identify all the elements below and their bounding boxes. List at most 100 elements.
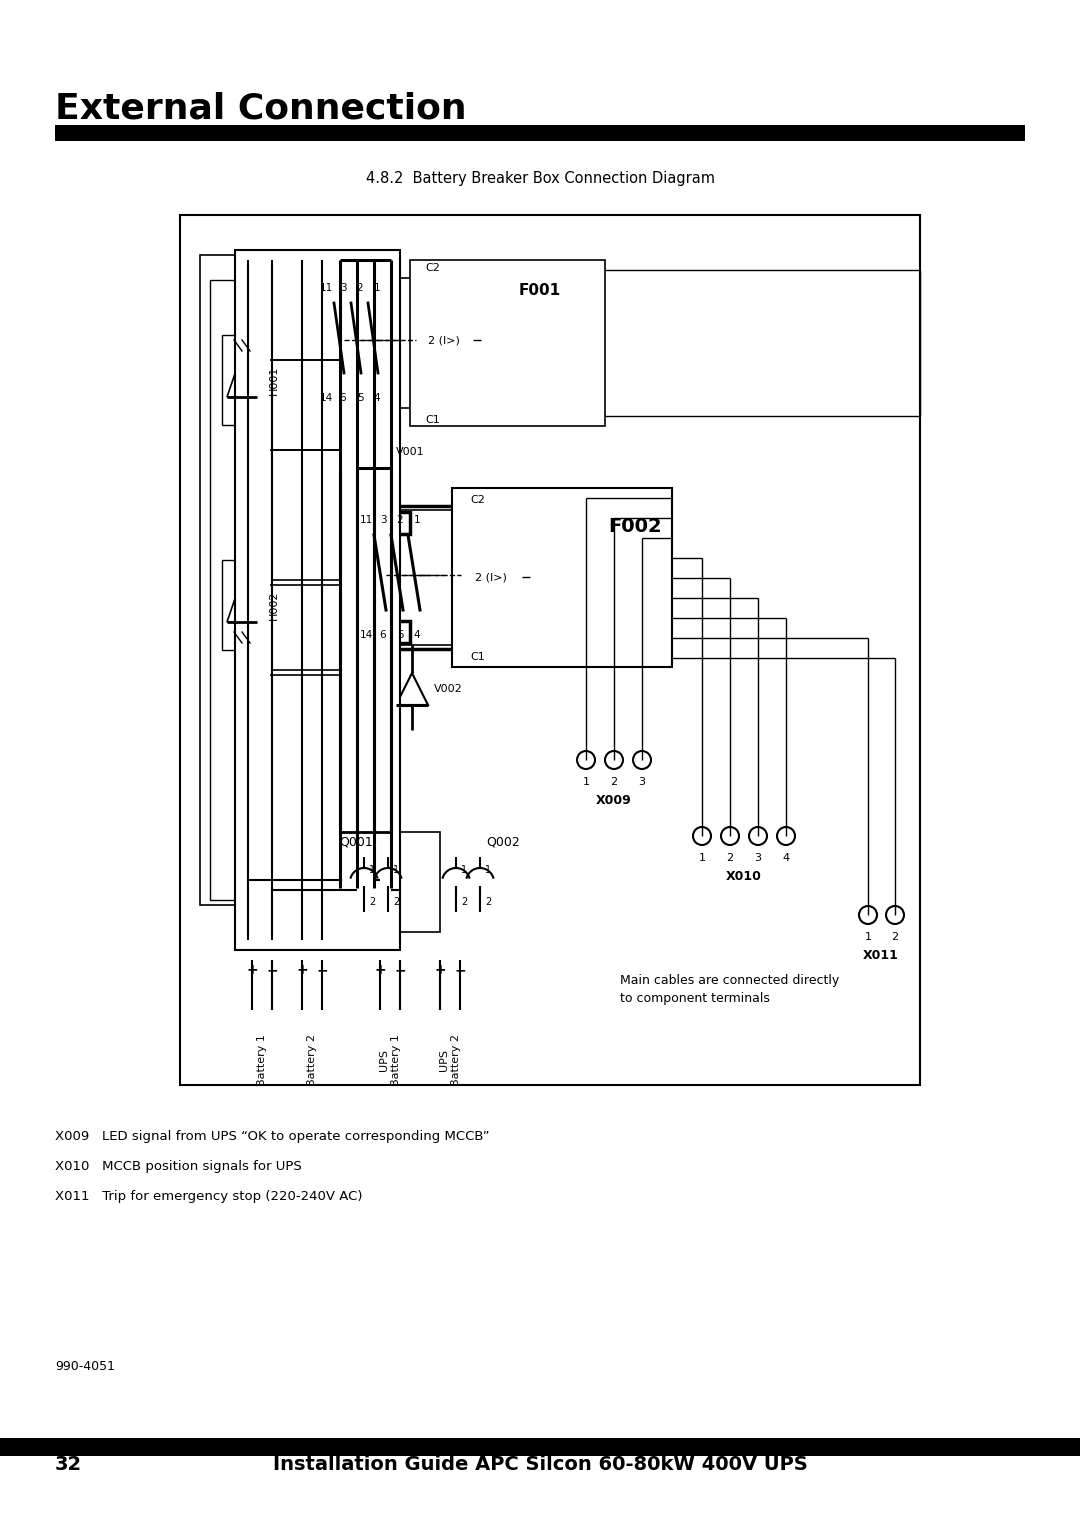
Text: 1: 1 [485, 865, 491, 876]
Bar [210, 280, 270, 900]
Text: UPS
Battery 1: UPS Battery 1 [379, 1034, 401, 1086]
Text: X010: X010 [726, 869, 761, 883]
Text: H001: H001 [269, 365, 279, 394]
Text: 1: 1 [582, 778, 590, 787]
Text: 11: 11 [360, 515, 373, 526]
Text: 3: 3 [340, 283, 347, 293]
Text: C1: C1 [470, 652, 485, 662]
Text: 6: 6 [340, 393, 347, 403]
Text: X011: X011 [863, 949, 899, 961]
Text: +: + [296, 963, 308, 976]
Text: External Connection: External Connection [55, 92, 467, 125]
Text: X011   Trip for emergency stop (220-240V AC): X011 Trip for emergency stop (220-240V A… [55, 1190, 363, 1203]
Text: +: + [434, 963, 446, 976]
Text: 5: 5 [396, 630, 403, 640]
Text: C2: C2 [426, 263, 440, 274]
Text: 2 (I>): 2 (I>) [428, 335, 460, 345]
Text: 11: 11 [320, 283, 333, 293]
Text: 2: 2 [393, 897, 400, 908]
Text: 1: 1 [414, 515, 420, 526]
Bar [352, 280, 370, 303]
Bar [352, 506, 600, 649]
Text: 1: 1 [461, 865, 467, 876]
Text: 1: 1 [369, 865, 375, 876]
Bar [180, 215, 920, 1085]
Text: 2: 2 [891, 932, 899, 941]
Text: −: − [316, 963, 328, 976]
Text: UPS
Battery 2: UPS Battery 2 [440, 1034, 461, 1086]
Text: X009: X009 [596, 793, 632, 807]
Circle shape [750, 827, 767, 845]
Text: Installation Guide APC Silcon 60-80kW 400V UPS: Installation Guide APC Silcon 60-80kW 40… [272, 1456, 808, 1475]
Bar [352, 384, 370, 406]
Circle shape [859, 906, 877, 924]
Text: Q002: Q002 [486, 836, 519, 848]
Text: 2: 2 [369, 897, 375, 908]
Text: H002: H002 [269, 590, 279, 620]
Circle shape [633, 750, 651, 769]
Text: Main cables are connected directly: Main cables are connected directly [620, 973, 839, 987]
Circle shape [605, 750, 623, 769]
Text: 6: 6 [380, 630, 387, 640]
Bar [235, 251, 400, 950]
Text: 4: 4 [374, 393, 380, 403]
Text: X009   LED signal from UPS “OK to operate corresponding MCCB”: X009 LED signal from UPS “OK to operate … [55, 1131, 489, 1143]
Text: Battery 1: Battery 1 [257, 1034, 267, 1086]
Text: 2: 2 [356, 283, 363, 293]
Text: 4: 4 [782, 853, 789, 863]
Text: to component terminals: to component terminals [620, 992, 770, 1004]
Bar [356, 510, 596, 645]
Text: 1: 1 [864, 932, 872, 941]
Text: C1: C1 [426, 416, 440, 425]
Bar [415, 325, 473, 354]
Text: V002: V002 [434, 685, 462, 694]
Text: C2: C2 [470, 495, 485, 504]
Bar [222, 559, 262, 649]
Text: 2: 2 [461, 897, 468, 908]
Text: 1: 1 [699, 853, 705, 863]
Text: 32: 32 [55, 1456, 82, 1475]
Circle shape [577, 750, 595, 769]
Text: 2: 2 [727, 853, 733, 863]
Bar [0, 1438, 1080, 1456]
Bar [200, 255, 282, 905]
Text: 14: 14 [320, 393, 333, 403]
Bar [460, 562, 522, 591]
Text: 2: 2 [610, 778, 618, 787]
Text: 2 (I>): 2 (I>) [475, 571, 507, 582]
Text: 3: 3 [380, 515, 387, 526]
Text: −: − [266, 963, 278, 976]
Text: 1: 1 [393, 865, 400, 876]
Text: 2: 2 [396, 515, 403, 526]
Text: 1: 1 [374, 283, 380, 293]
Text: 4.8.2  Battery Breaker Box Connection Diagram: 4.8.2 Battery Breaker Box Connection Dia… [365, 171, 715, 185]
Text: F001: F001 [519, 283, 562, 298]
Text: +: + [374, 963, 386, 976]
Text: X010   MCCB position signals for UPS: X010 MCCB position signals for UPS [55, 1160, 301, 1174]
Bar [481, 325, 519, 354]
Text: 3: 3 [638, 778, 646, 787]
Text: Battery 2: Battery 2 [307, 1034, 318, 1086]
Text: 2: 2 [485, 897, 491, 908]
Text: 14: 14 [360, 630, 373, 640]
Bar [55, 125, 1025, 141]
Text: 990-4051: 990-4051 [55, 1360, 114, 1374]
Text: −: − [394, 963, 406, 976]
Text: +: + [246, 963, 258, 976]
Bar [345, 833, 440, 932]
Bar [392, 512, 410, 533]
Bar [530, 562, 570, 591]
Circle shape [777, 827, 795, 845]
Circle shape [886, 906, 904, 924]
Text: 3: 3 [755, 853, 761, 863]
Circle shape [693, 827, 711, 845]
Bar [453, 487, 672, 668]
Bar [410, 260, 605, 426]
Circle shape [721, 827, 739, 845]
Text: F002: F002 [608, 516, 662, 535]
Text: 4: 4 [414, 630, 420, 640]
Text: 5: 5 [356, 393, 363, 403]
Bar [222, 335, 262, 425]
Bar [316, 278, 511, 408]
Text: V001: V001 [396, 448, 424, 457]
